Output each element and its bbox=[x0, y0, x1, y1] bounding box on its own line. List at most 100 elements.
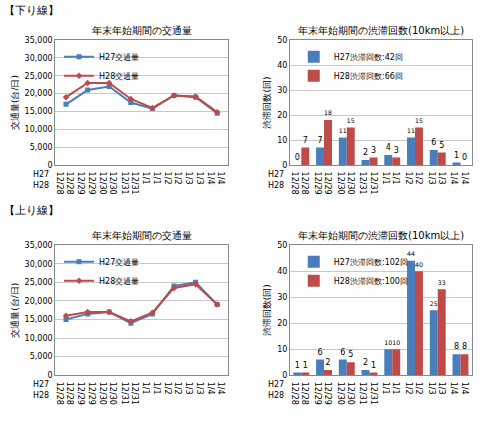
svg-text:33: 33 bbox=[438, 279, 446, 286]
svg-text:1/41/4: 1/41/4 bbox=[206, 172, 225, 185]
svg-text:1/21/2: 1/21/2 bbox=[163, 382, 182, 395]
svg-text:10: 10 bbox=[277, 345, 287, 354]
svg-text:0: 0 bbox=[295, 153, 300, 162]
svg-text:交通量(台/日): 交通量(台/日) bbox=[10, 75, 20, 130]
svg-text:H27: H27 bbox=[33, 380, 49, 389]
svg-text:2: 2 bbox=[363, 358, 368, 367]
svg-text:12/3012/30: 12/3012/30 bbox=[98, 172, 117, 195]
svg-text:1: 1 bbox=[303, 361, 308, 370]
svg-text:H28渋滞回数:66回: H28渋滞回数:66回 bbox=[334, 72, 403, 81]
svg-text:40: 40 bbox=[277, 61, 287, 70]
svg-text:H28: H28 bbox=[33, 181, 49, 190]
svg-text:H27: H27 bbox=[33, 170, 49, 179]
svg-text:H27渋滞回数:102回: H27渋滞回数:102回 bbox=[334, 258, 408, 267]
svg-text:20: 20 bbox=[277, 319, 287, 328]
svg-text:15: 15 bbox=[415, 117, 423, 124]
svg-text:年末年始期間の渋滞回数(10km以上): 年末年始期間の渋滞回数(10km以上) bbox=[298, 25, 464, 36]
svg-text:12/2912/29: 12/2912/29 bbox=[76, 382, 95, 405]
svg-text:年末年始期間の交通量: 年末年始期間の交通量 bbox=[92, 230, 192, 241]
svg-text:12/3112/31: 12/3112/31 bbox=[120, 382, 139, 405]
svg-text:渋滞回数(回): 渋滞回数(回) bbox=[262, 77, 272, 129]
svg-text:【下り線】: 【下り線】 bbox=[4, 4, 59, 17]
svg-text:12/2812/28: 12/2812/28 bbox=[55, 172, 74, 195]
svg-text:10: 10 bbox=[277, 136, 287, 145]
svg-text:15,000: 15,000 bbox=[25, 315, 53, 324]
svg-text:1/11/1: 1/11/1 bbox=[141, 172, 160, 185]
svg-text:交通量(台/日): 交通量(台/日) bbox=[10, 283, 20, 338]
svg-text:12/2812/28: 12/2812/28 bbox=[55, 382, 74, 405]
svg-text:H27: H27 bbox=[268, 170, 284, 179]
svg-text:40: 40 bbox=[277, 267, 287, 276]
svg-text:渋滞回数(回): 渋滞回数(回) bbox=[262, 284, 272, 336]
svg-text:1/41/4: 1/41/4 bbox=[206, 382, 225, 395]
svg-text:25: 25 bbox=[430, 300, 438, 307]
svg-text:7: 7 bbox=[303, 136, 308, 145]
svg-text:35,000: 35,000 bbox=[25, 241, 53, 250]
svg-text:H27: H27 bbox=[268, 380, 284, 389]
svg-text:1: 1 bbox=[371, 361, 376, 370]
svg-text:1/11/1: 1/11/1 bbox=[141, 382, 160, 395]
svg-text:12/3012/30: 12/3012/30 bbox=[336, 172, 355, 195]
svg-text:10,000: 10,000 bbox=[25, 125, 53, 134]
svg-text:0: 0 bbox=[48, 161, 53, 170]
svg-text:44: 44 bbox=[407, 250, 415, 257]
svg-text:11: 11 bbox=[407, 127, 415, 134]
svg-text:1/21/2: 1/21/2 bbox=[163, 172, 182, 185]
svg-text:12/2912/29: 12/2912/29 bbox=[313, 172, 332, 195]
svg-text:10: 10 bbox=[392, 339, 400, 346]
svg-text:0: 0 bbox=[282, 161, 287, 170]
svg-text:1/31/3: 1/31/3 bbox=[427, 172, 446, 185]
svg-text:12/3012/30: 12/3012/30 bbox=[336, 382, 355, 405]
svg-text:12/2812/28: 12/2812/28 bbox=[290, 382, 309, 405]
svg-text:15: 15 bbox=[347, 117, 355, 124]
svg-text:1/31/3: 1/31/3 bbox=[427, 382, 446, 395]
svg-text:25,000: 25,000 bbox=[25, 278, 53, 287]
svg-text:H27渋滞回数:42回: H27渋滞回数:42回 bbox=[334, 53, 403, 62]
svg-text:1/11/1: 1/11/1 bbox=[381, 382, 400, 395]
svg-text:10,000: 10,000 bbox=[25, 334, 53, 343]
svg-text:年末年始期間の渋滞回数(10km以上): 年末年始期間の渋滞回数(10km以上) bbox=[298, 230, 464, 241]
svg-text:3: 3 bbox=[394, 146, 399, 155]
svg-text:20,000: 20,000 bbox=[25, 89, 53, 98]
svg-text:1/21/2: 1/21/2 bbox=[404, 382, 423, 395]
svg-text:6: 6 bbox=[340, 348, 345, 357]
svg-text:5,000: 5,000 bbox=[30, 143, 53, 152]
svg-text:8: 8 bbox=[462, 342, 467, 351]
svg-text:3: 3 bbox=[371, 146, 376, 155]
svg-text:1: 1 bbox=[454, 151, 459, 160]
svg-text:年末年始期間の交通量: 年末年始期間の交通量 bbox=[92, 25, 192, 36]
svg-text:H27交通量: H27交通量 bbox=[99, 53, 139, 62]
svg-text:12/3112/31: 12/3112/31 bbox=[358, 172, 377, 195]
svg-text:5: 5 bbox=[439, 141, 444, 150]
svg-text:1/31/3: 1/31/3 bbox=[184, 382, 203, 395]
svg-text:4: 4 bbox=[386, 143, 391, 152]
svg-text:H28: H28 bbox=[268, 181, 284, 190]
svg-text:10: 10 bbox=[384, 339, 392, 346]
svg-text:50: 50 bbox=[277, 241, 287, 250]
svg-text:1/21/2: 1/21/2 bbox=[404, 172, 423, 185]
svg-text:1/31/3: 1/31/3 bbox=[184, 172, 203, 185]
svg-text:11: 11 bbox=[339, 127, 347, 134]
svg-text:1/41/4: 1/41/4 bbox=[449, 382, 468, 395]
svg-text:12/3112/31: 12/3112/31 bbox=[120, 172, 139, 195]
svg-text:【上り線】: 【上り線】 bbox=[4, 204, 59, 217]
svg-text:5: 5 bbox=[348, 350, 353, 359]
svg-text:1/41/4: 1/41/4 bbox=[449, 172, 468, 185]
svg-text:12/3012/30: 12/3012/30 bbox=[98, 382, 117, 405]
svg-text:40: 40 bbox=[415, 261, 423, 268]
svg-text:H28: H28 bbox=[268, 391, 284, 400]
svg-text:H28: H28 bbox=[33, 391, 49, 400]
svg-text:50: 50 bbox=[277, 36, 287, 45]
svg-text:8: 8 bbox=[454, 342, 459, 351]
svg-text:12/3112/31: 12/3112/31 bbox=[358, 382, 377, 405]
svg-text:1: 1 bbox=[295, 361, 300, 370]
svg-text:35,000: 35,000 bbox=[25, 36, 53, 45]
svg-text:30: 30 bbox=[277, 293, 287, 302]
svg-text:12/2812/28: 12/2812/28 bbox=[290, 172, 309, 195]
svg-text:15,000: 15,000 bbox=[25, 107, 53, 116]
svg-text:0: 0 bbox=[462, 153, 467, 162]
svg-text:6: 6 bbox=[431, 138, 436, 147]
svg-text:2: 2 bbox=[363, 148, 368, 157]
svg-text:H28交通量: H28交通量 bbox=[99, 72, 139, 81]
svg-text:30: 30 bbox=[277, 86, 287, 95]
